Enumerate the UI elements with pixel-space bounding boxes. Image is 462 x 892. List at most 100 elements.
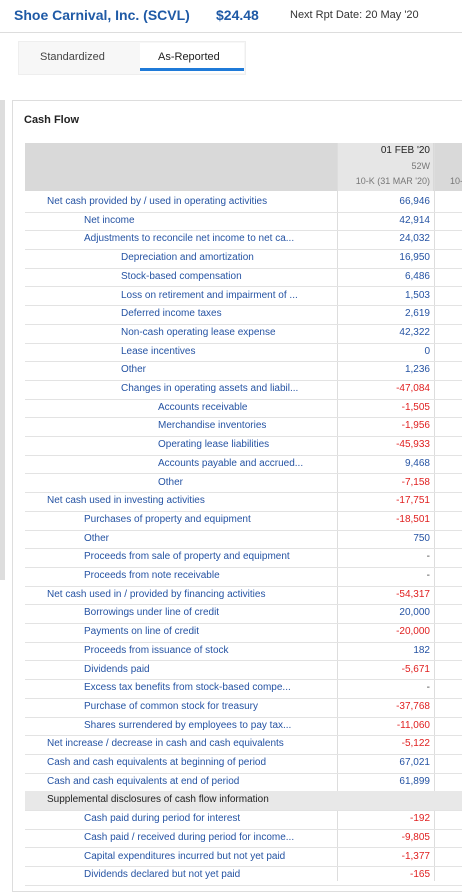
- row-label: Other: [84, 532, 110, 544]
- row-label: Depreciation and amortization: [121, 252, 254, 264]
- row-label: Proceeds from issuance of stock: [84, 644, 229, 656]
- row-label: Shares surrendered by employees to pay t…: [84, 719, 292, 731]
- row-value: -165: [409, 869, 430, 881]
- row-label: Non-cash operating lease expense: [121, 326, 276, 338]
- table-row: Loss on retirement and impairment of ...…: [25, 287, 462, 307]
- row-value: 20,000: [399, 607, 430, 619]
- table-row: Payments on line of credit -20,000: [25, 623, 462, 643]
- row-value: -11,060: [396, 719, 430, 731]
- row-label: Net cash used in / provided by financing…: [47, 588, 266, 600]
- row-label: Accounts receivable: [158, 401, 248, 413]
- row-value: -1,956: [401, 420, 430, 432]
- row-value: 67,021: [399, 757, 430, 768]
- row-value: 182: [413, 644, 430, 656]
- row-label: Borrowings under line of credit: [84, 607, 220, 619]
- tab[interactable]: Standardized: [40, 51, 105, 63]
- price: $24.48: [216, 7, 259, 23]
- table-row: Purchases of property and equipment -18,5…: [25, 511, 462, 531]
- table-row: Excess tax benefits from stock-based com…: [25, 679, 462, 699]
- table-row: Changes in operating assets and liabil..…: [25, 380, 462, 400]
- row-label: Purchase of common stock for treasury: [84, 700, 258, 712]
- row-label: Excess tax benefits from stock-based com…: [84, 682, 291, 694]
- company: Shoe Carnival, Inc. (SCVL): [14, 7, 190, 23]
- row-label: Purchases of property and equipment: [84, 513, 251, 525]
- row-label: Net income: [84, 214, 135, 226]
- row-value: -7,158: [401, 476, 430, 488]
- col-filing: 10-K (31 MAR '20): [355, 176, 430, 186]
- row-label: Net increase / decrease in cash and cash…: [47, 738, 284, 750]
- table-row: Lease incentives 0: [25, 343, 462, 363]
- row-value: -5,671: [401, 663, 430, 675]
- row-value: -1,377: [401, 850, 430, 862]
- row-label: Other: [121, 364, 147, 376]
- table-row: Borrowings under line of credit 20,000: [25, 604, 462, 625]
- table-row: Cash and cash equivalents at beginning o…: [25, 754, 462, 774]
- row-value: 0: [424, 345, 430, 357]
- table-row: Operating lease liabilities -45,933: [25, 436, 462, 456]
- col-line: [337, 143, 338, 881]
- row-value: 61,899: [399, 775, 430, 787]
- col-date: 01 FEB '20: [380, 145, 430, 156]
- row-value: -47,084: [396, 383, 430, 394]
- row-value: 42,914: [399, 214, 430, 226]
- row-label: Cash and cash equivalents at beginning o…: [47, 757, 267, 768]
- row-value: 16,950: [399, 252, 430, 264]
- row-value: 1,236: [404, 364, 430, 376]
- table-row: Capital expenditures incurred but not ye…: [25, 848, 462, 868]
- row-value: -54,317: [396, 588, 430, 600]
- row-value: 42,322: [399, 326, 430, 338]
- next-report: Next Rpt Date: 20 May '20: [290, 9, 419, 21]
- row-value: 1,503: [404, 289, 430, 301]
- row-value: -192: [409, 813, 430, 825]
- row-value: 24,032: [399, 233, 430, 245]
- table-row: Net cash used in / provided by financing…: [25, 586, 462, 606]
- row-label: Proceeds from sale of property and equip…: [84, 551, 290, 563]
- row-value: -18,501: [396, 513, 430, 525]
- row-label: Changes in operating assets and liabil..…: [121, 383, 299, 394]
- row-label: Net cash used in investing activities: [47, 495, 205, 507]
- table-row: Purchase of common stock for treasury -37…: [25, 698, 462, 718]
- table-row: Supplemental disclosures of cash flow in…: [25, 791, 462, 812]
- table-row: Cash and cash equivalents at end of peri…: [25, 773, 462, 793]
- row-value: -: [426, 551, 430, 563]
- row-value: -37,768: [396, 700, 430, 712]
- table-row: Net income 42,914: [25, 212, 462, 232]
- row-label: Net cash provided by / used in operating…: [47, 196, 268, 207]
- row-label: Cash paid / received during period for i…: [84, 831, 295, 843]
- col-filing: 10-: [450, 176, 462, 186]
- table-row: Other 750: [25, 530, 462, 550]
- table-row: Cash paid / received during period for i…: [25, 829, 462, 849]
- row-label: Merchandise inventories: [158, 420, 267, 432]
- table-row: Proceeds from note receivable -: [25, 567, 462, 587]
- row-label: Stock-based compensation: [121, 270, 242, 282]
- row-label: Dividends paid: [84, 663, 150, 675]
- row-value: 66,946: [399, 196, 430, 207]
- table-row: Deferred income taxes 2,619: [25, 305, 462, 325]
- tab-underline: [140, 68, 244, 71]
- table-row: Stock-based compensation 6,486: [25, 268, 462, 288]
- row-label: Lease incentives: [121, 345, 196, 357]
- row-label: Operating lease liabilities: [158, 439, 270, 451]
- top-bar: [0, 0, 462, 33]
- row-value: -17,751: [396, 495, 430, 507]
- table-row: Non-cash operating lease expense 42,322: [25, 324, 462, 344]
- row-label: Accounts payable and accrued...: [158, 457, 304, 469]
- table-row: Dividends declared but not yet paid -165: [25, 866, 462, 886]
- side-handle[interactable]: [0, 100, 5, 580]
- row-value: -1,505: [401, 401, 430, 413]
- row-value: 6,486: [404, 270, 430, 282]
- row-value: -20,000: [396, 626, 430, 638]
- row-value: 2,619: [404, 308, 430, 320]
- section-title: Cash Flow: [24, 114, 80, 126]
- table-row: Proceeds from issuance of stock 182: [25, 642, 462, 662]
- row-label: Other: [158, 476, 184, 488]
- tab[interactable]: As-Reported: [158, 51, 220, 63]
- table-row: Depreciation and amortization 16,950: [25, 249, 462, 269]
- row-label: Deferred income taxes: [121, 308, 222, 320]
- col-line: [434, 143, 435, 881]
- table-row: Accounts receivable -1,505: [25, 399, 462, 419]
- column-header: [338, 143, 433, 191]
- table-row: Net cash provided by / used in operating…: [25, 193, 462, 213]
- table-row: Other -7,158: [25, 474, 462, 494]
